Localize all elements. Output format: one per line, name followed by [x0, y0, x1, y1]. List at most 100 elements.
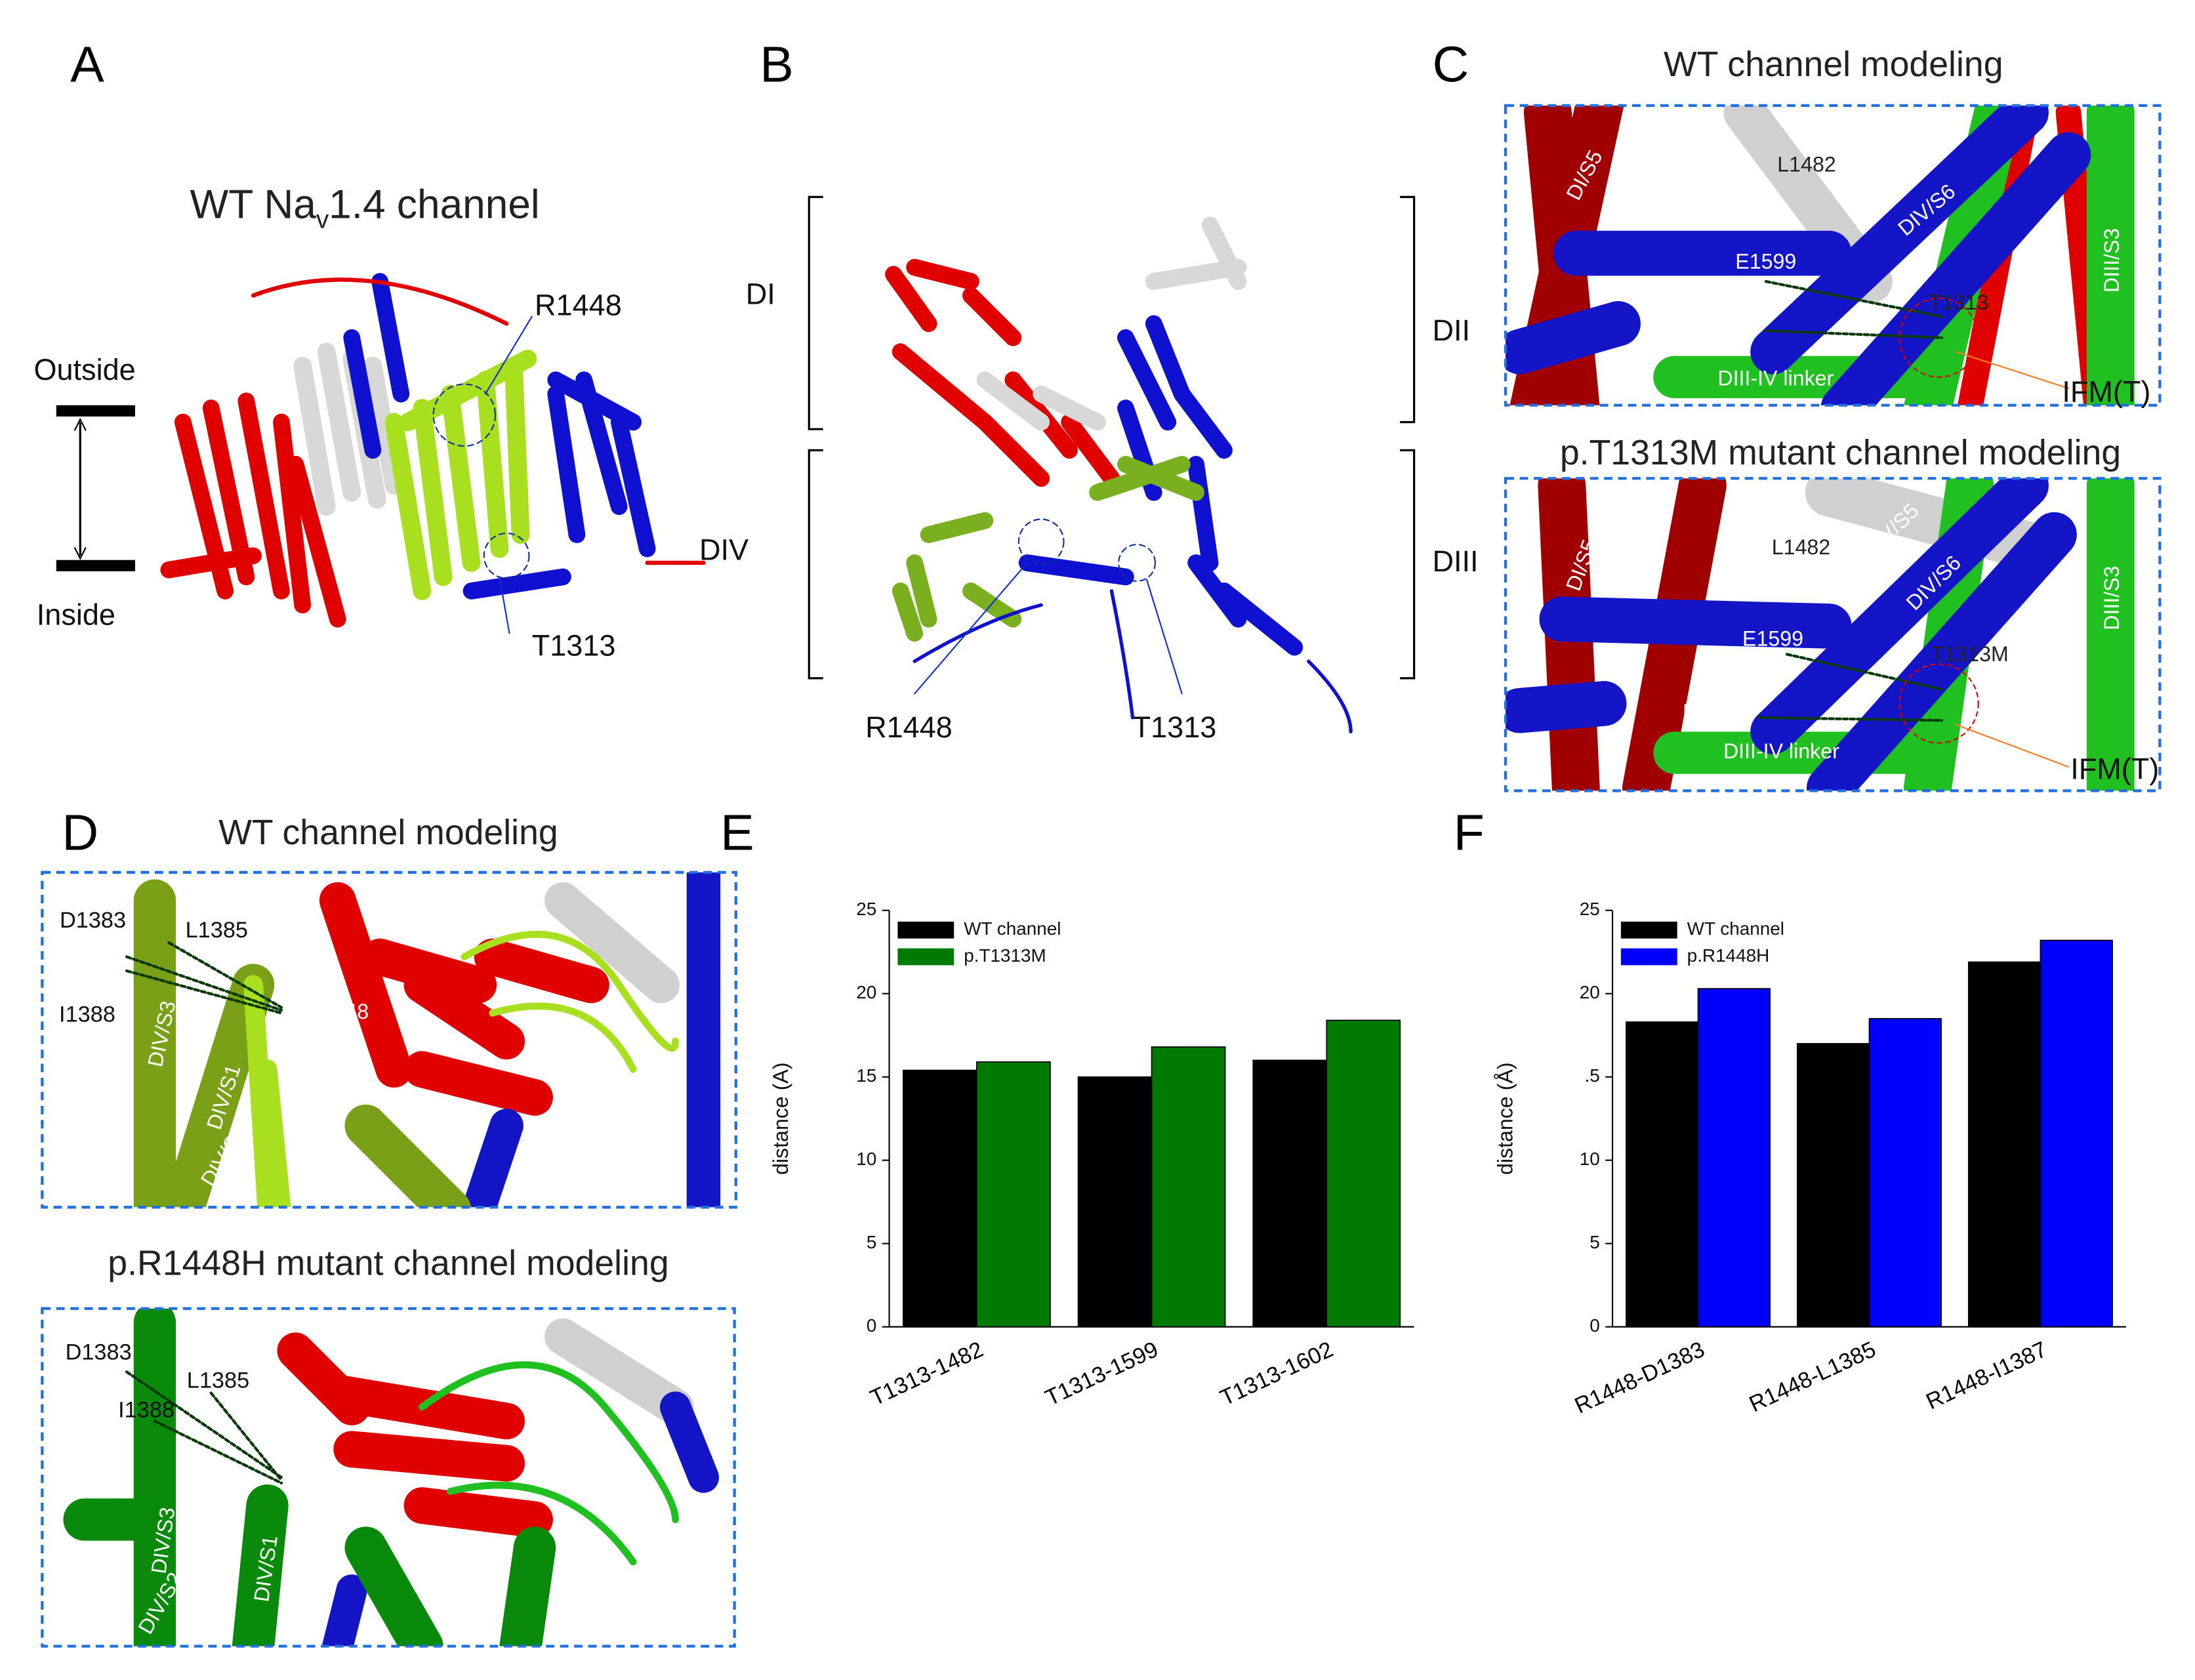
inset-label: L1482: [1777, 153, 1836, 176]
y-tick-label: 10: [1580, 1149, 1600, 1169]
structure: [1506, 105, 2135, 405]
domain-label: DIV: [699, 533, 749, 567]
panel-title: p.R1448H mutant channel modeling: [108, 1243, 668, 1282]
bar: [2040, 939, 2113, 1328]
legend-swatch: [1620, 948, 1677, 966]
residue-label: T1313: [1133, 710, 1217, 744]
bar: [1797, 1043, 1870, 1328]
inset-label: E1599: [1735, 250, 1796, 274]
inset-frame: [41, 1307, 736, 1648]
panel-letter: E: [720, 805, 754, 861]
panel-letter: F: [1454, 805, 1485, 861]
charts: E 0 5 10 15 20 25 distance (A) T1313-1482 T1313-1…: [720, 805, 2126, 1419]
panel-c: C WT channel modeling DI/S5 L1482 DIV/S5DI…: [1432, 36, 2162, 792]
panel-letter: B: [760, 36, 794, 92]
domain-label: DIII: [1432, 544, 1478, 578]
panel-letter: A: [70, 36, 104, 92]
panel-title: WT channel modeling: [1664, 45, 2003, 84]
inset-label: DIII/S3: [2100, 565, 2123, 630]
inset-label: I1388: [118, 1397, 174, 1422]
domain-label: DII: [1432, 314, 1470, 347]
bar: [976, 1061, 1051, 1328]
bracket: [808, 195, 1416, 680]
legend-swatch: [1620, 921, 1677, 939]
y-tick-label: 0: [867, 1315, 877, 1336]
residue-label: R1448: [865, 710, 953, 744]
bar: [1077, 1076, 1153, 1328]
inset-label: DIII/S3: [2100, 228, 2123, 293]
bar: [1626, 1021, 1699, 1328]
x-tick-label: T1313-1482: [867, 1337, 987, 1411]
inset-label: DIII-IV linker: [1717, 367, 1834, 390]
panel-d: D WT channel modeling D1383 L1385 I1388 R14…: [41, 805, 737, 1648]
legend-label: WT channel: [1687, 918, 1784, 939]
inset-label: N1602: [1683, 700, 1745, 724]
legend-label: p.R1448H: [1687, 945, 1770, 966]
outside-label: Outside: [33, 353, 135, 386]
inside-label: Inside: [37, 598, 115, 631]
y-axis-label: distance (Å): [1494, 1062, 1517, 1175]
y-tick-label: 15: [856, 1065, 876, 1086]
y-tick-label: 20: [1580, 982, 1600, 1002]
inset-label: R1448H: [289, 1474, 367, 1498]
x-tick-label: R1448-I1387: [1922, 1337, 2051, 1414]
inset-label: DIII-IV linker: [1723, 739, 1839, 763]
title-text: 1.4 channel: [329, 182, 540, 227]
arrow-head: [73, 417, 87, 560]
panel-title: WT Nav1.4 channel: [190, 182, 540, 234]
inset-label: L1385: [187, 1368, 249, 1393]
y-tick-label: 5: [867, 1232, 877, 1252]
structure: [885, 216, 1353, 734]
panel-a: A WT Nav1.4 channel Outside Inside R1448…: [33, 36, 749, 662]
legend-swatch: [897, 948, 954, 966]
bar: [903, 1069, 977, 1328]
structure: [1506, 478, 2135, 791]
residue-label: T1313: [532, 629, 616, 663]
bar: [1252, 1059, 1328, 1328]
y-axis-label: distance (A): [769, 1062, 792, 1175]
inset-label: N1602: [1683, 302, 1745, 325]
inset-label: D1383: [66, 1340, 132, 1364]
legend-label: p.T1313M: [964, 945, 1046, 966]
x-tick-label: R1448-L1385: [1746, 1337, 1879, 1417]
membrane-bar: [56, 405, 135, 417]
domain-label: DI: [746, 277, 775, 310]
y-tick-label: .5: [1584, 1065, 1599, 1086]
structure: [125, 872, 721, 1208]
inset-label: DIV/S5: [1858, 123, 1925, 184]
inset-label: T1313: [1929, 291, 1988, 314]
y-tick-label: 20: [856, 982, 876, 1002]
x-tick-label: R1448-D1383: [1571, 1337, 1709, 1419]
y-tick-label: 0: [1590, 1315, 1600, 1336]
panel-title: WT channel modeling: [218, 813, 558, 852]
bar: [1151, 1046, 1226, 1328]
bar: [1697, 988, 1771, 1328]
inset-label: I1388: [59, 1002, 115, 1027]
structure: [160, 273, 706, 634]
residue-label: R1448: [535, 288, 622, 321]
legend-swatch: [897, 921, 954, 939]
inset-label: R1448: [306, 1000, 369, 1023]
panel-title: p.T1313M mutant channel modeling: [1560, 433, 2121, 472]
inset-label: L1385: [186, 918, 248, 943]
bar: [1868, 1017, 1942, 1328]
inset-label: L1482: [1772, 535, 1830, 559]
inset-label: IFM(T): [2070, 752, 2159, 785]
y-tick-label: 10: [856, 1149, 876, 1169]
inset-label: D1383: [60, 908, 126, 933]
title-sub: v: [316, 205, 329, 234]
bar: [1967, 961, 2041, 1328]
inset-label: T1313M: [1931, 642, 2009, 666]
legend-label: WT channel: [964, 918, 1061, 939]
y-tick-label: 25: [856, 899, 876, 919]
inset-frame: [41, 871, 737, 1209]
bar: [1326, 1019, 1401, 1328]
title-text: WT Na: [190, 182, 317, 227]
inset-label: E1599: [1742, 626, 1803, 650]
membrane-bar: [56, 560, 135, 571]
panel-b: B DI DII DIII R1448 T1313: [746, 36, 1479, 744]
inset-label: IFM(T): [2062, 375, 2150, 408]
